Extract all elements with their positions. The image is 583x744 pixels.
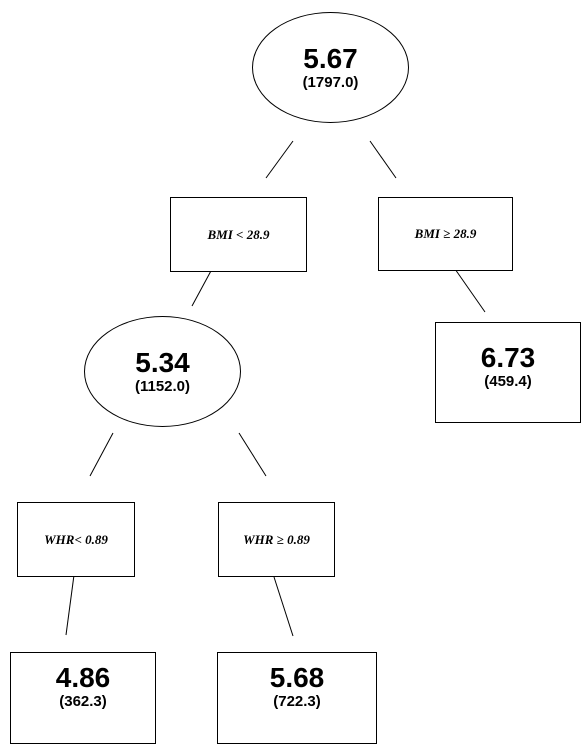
leaf-bmi-high-value: 6.73 (480, 342, 536, 373)
edge-root-to-left-split (265, 140, 294, 179)
split-bmi-left-label: BMI < 28.9 (207, 226, 270, 242)
split-whr-left-label: WHR< 0.89 (44, 531, 108, 547)
edge-node-to-left-split (89, 432, 114, 477)
root-node-value: 5.67 (303, 42, 358, 74)
edge-left-split-to-node (191, 268, 213, 307)
edge-right-split-to-leaf (454, 268, 486, 313)
split-whr-right-label: WHR ≥ 0.89 (243, 531, 310, 547)
split-bmi-left: BMI < 28.9 (170, 197, 307, 272)
leaf-whr-high-value: 5.68 (269, 662, 325, 693)
split-bmi-right: BMI ≥ 28.9 (378, 197, 513, 271)
split-bmi-right-label: BMI ≥ 28.9 (414, 226, 477, 241)
node-bmi-low-count: (1152.0) (134, 377, 191, 395)
leaf-bmi-high-count: (459.4) (484, 373, 532, 390)
leaf-whr-high: 5.68 (722.3) (217, 652, 377, 744)
leaf-whr-low: 4.86 (362.3) (10, 652, 156, 744)
root-node-count: (1797.0) (302, 73, 359, 91)
leaf-whr-high-count: (722.3) (273, 693, 321, 710)
edge-right-split-to-leaf (273, 576, 294, 637)
edge-root-to-right-split (369, 140, 397, 179)
edge-left-split-to-leaf (65, 574, 75, 636)
leaf-bmi-high: 6.73 (459.4) (435, 322, 581, 423)
node-bmi-low-value: 5.34 (135, 346, 190, 378)
root-node: 5.67 (1797.0) (252, 12, 409, 123)
edge-node-to-right-split (238, 432, 267, 477)
node-bmi-low: 5.34 (1152.0) (84, 316, 241, 427)
split-whr-left: WHR< 0.89 (17, 502, 135, 577)
split-whr-right: WHR ≥ 0.89 (218, 502, 335, 577)
leaf-whr-low-value: 4.86 (55, 662, 111, 693)
leaf-whr-low-count: (362.3) (59, 693, 107, 710)
